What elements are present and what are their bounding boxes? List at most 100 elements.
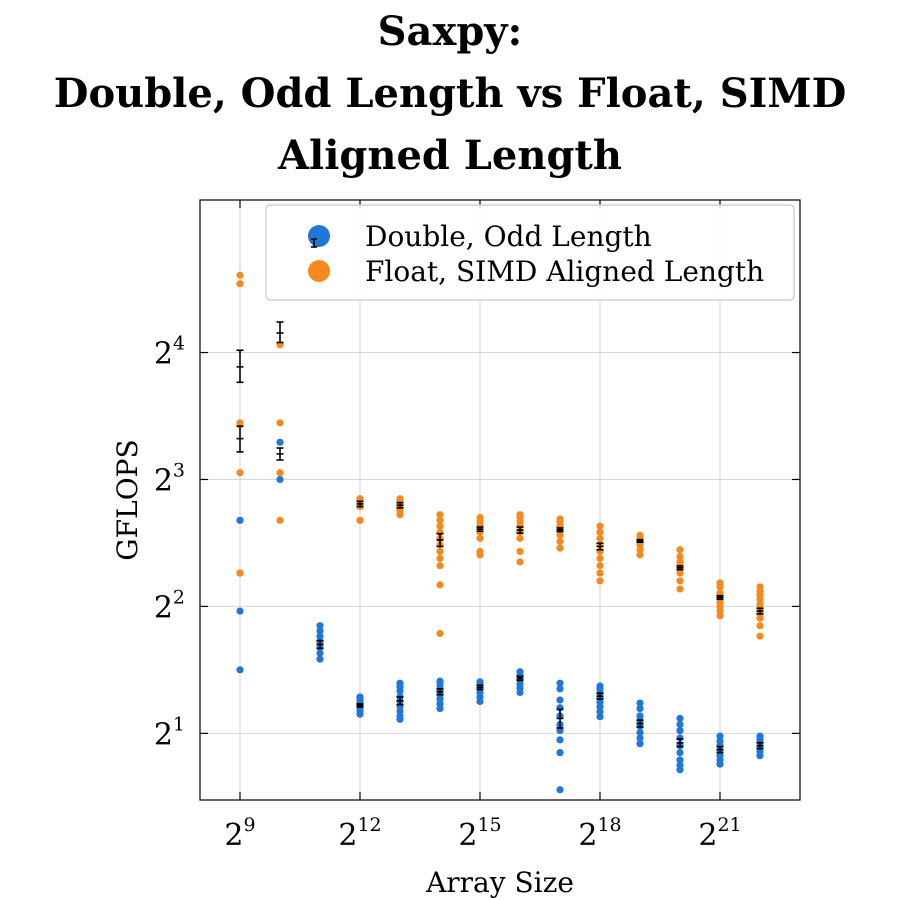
float-simd-aligned-point [556,544,564,552]
double-odd-length-point [636,740,644,748]
x-tick-label: 212 [338,814,381,853]
double-odd-length-point [396,712,404,720]
double-odd-length-point [596,682,604,690]
double-odd-length-point [316,655,324,663]
float-simd-aligned-errorbar [516,526,524,534]
float-simd-aligned-errorbar [476,526,484,533]
double-odd-length-point [556,696,564,704]
float-simd-aligned-point [236,419,244,427]
float-simd-aligned-point [676,553,684,561]
double-odd-length-point [676,756,684,764]
float-simd-aligned-errorbar [356,500,364,508]
double-odd-length-errorbar [316,639,324,650]
float-simd-aligned-point [756,622,764,630]
y-tick-label: 21 [154,713,185,752]
float-simd-aligned-point [516,558,524,566]
double-odd-length-point [516,668,524,676]
legend-marker-float [308,260,330,282]
double-odd-length-errorbar [556,708,564,729]
chart-title-line-3: Aligned Length [277,132,622,179]
y-axis-label: GFLOPS [111,439,144,560]
float-simd-aligned-point [236,569,244,577]
float-simd-aligned-point [436,516,444,524]
float-simd-aligned-point [596,577,604,585]
float-simd-aligned-point [476,528,484,536]
float-simd-aligned-point [636,531,644,539]
float-simd-aligned-point [756,632,764,640]
double-odd-length-point [436,677,444,685]
float-simd-aligned-point [436,581,444,589]
double-odd-length-errorbar [356,703,364,708]
float-simd-aligned-point [676,585,684,593]
float-simd-aligned-point [436,561,444,570]
float-simd-aligned-point [636,551,644,559]
double-odd-length-point [636,728,644,737]
float-simd-aligned-point [356,516,364,524]
double-odd-length-point [396,679,404,687]
double-odd-length-point [676,714,684,723]
float-simd-aligned-point [396,495,404,503]
float-simd-aligned-point [636,546,644,554]
double-odd-length-point [556,727,564,735]
float-simd-aligned-point [476,513,484,522]
chart-title-line-2: Double, Odd Length vs Float, SIMD [53,70,847,117]
float-simd-aligned-point [276,469,284,477]
y-tick-label: 22 [154,586,185,625]
float-simd-aligned-point [436,511,444,519]
float-simd-aligned-errorbar [636,538,644,544]
float-simd-aligned-errorbar [556,527,564,533]
errorbar [236,349,244,384]
double-odd-length-point [636,704,644,713]
y-tick-label: 24 [154,333,185,372]
double-odd-length-errorbar [276,447,284,461]
double-odd-length-point [556,685,564,693]
legend-label-double: Double, Odd Length [365,220,652,253]
double-odd-length-point [476,678,484,686]
double-odd-length-errorbar [516,675,524,682]
double-odd-length-point [236,516,244,524]
float-simd-aligned-errorbar [676,565,684,571]
float-simd-aligned-point [276,516,284,524]
double-odd-length-point [316,622,324,630]
double-odd-length-point [676,727,684,735]
double-odd-length-point [636,734,644,742]
x-tick-label: 221 [698,814,741,853]
float-simd-aligned-errorbar [596,542,604,551]
double-odd-length-errorbar [436,688,444,696]
legend-label-float: Float, SIMD Aligned Length [365,255,764,288]
double-odd-length-point [556,679,564,687]
float-simd-aligned-point [276,419,284,427]
float-simd-aligned-point [556,515,564,523]
float-simd-aligned-point [476,534,484,542]
double-odd-length-point [316,627,324,635]
double-odd-length-point [676,720,684,729]
float-simd-aligned-point [596,534,604,542]
double-odd-length-point [556,736,564,744]
double-odd-length-point [316,632,324,640]
double-odd-length-point [756,732,764,740]
chart-title-line-1: Saxpy: [377,8,523,55]
double-odd-length-point [676,761,684,769]
double-odd-length-point [276,438,284,446]
float-simd-aligned-point [676,558,684,566]
float-simd-aligned-point [716,579,724,587]
float-simd-aligned-point [436,522,444,530]
double-odd-length-errorbar [676,738,684,748]
double-odd-length-point [356,693,364,701]
errorbar [276,321,284,344]
float-simd-aligned-point [516,511,524,519]
float-simd-aligned-point [436,554,444,562]
float-simd-aligned-point [236,469,244,477]
float-simd-aligned-errorbar [756,607,764,615]
float-simd-aligned-point [676,577,684,585]
double-odd-length-errorbar [636,719,644,728]
double-odd-length-point [316,649,324,657]
double-odd-length-errorbar [596,692,604,701]
float-simd-aligned-errorbar [396,501,404,509]
double-odd-length-point [636,712,644,720]
double-odd-length-errorbar [476,684,484,691]
double-odd-length-point [596,713,604,721]
float-simd-aligned-point [596,561,604,570]
x-tick-label: 215 [458,814,501,853]
x-tick-label: 29 [224,814,255,853]
